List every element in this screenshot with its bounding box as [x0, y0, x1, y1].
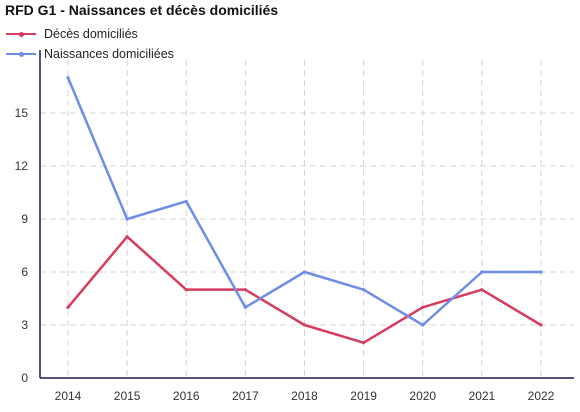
y-tick-label: 12: [15, 159, 29, 173]
legend-swatch-deces: [6, 31, 36, 37]
data-point-1: [243, 305, 247, 309]
data-point-1: [539, 270, 543, 274]
legend-label-naissances: Naissances domiciliées: [44, 47, 174, 61]
y-tick-label: 6: [21, 265, 28, 279]
y-tick-label: 9: [21, 212, 28, 226]
legend-label-deces: Décès domiciliés: [44, 27, 138, 41]
data-point-1: [66, 76, 70, 80]
x-tick-label: 2016: [173, 389, 200, 403]
data-point-0: [480, 288, 484, 292]
data-point-1: [302, 270, 307, 274]
data-point-1: [125, 217, 129, 221]
data-point-1: [362, 288, 366, 292]
x-tick-label: 2017: [232, 389, 259, 403]
legend: Décès domiciliés Naissances domiciliées: [6, 24, 174, 64]
chart-title: RFD G1 - Naissances et décès domiciliés: [5, 2, 279, 18]
data-point-1: [184, 199, 188, 203]
data-point-1: [421, 323, 425, 327]
x-tick-label: 2018: [291, 389, 318, 403]
data-point-0: [184, 288, 188, 292]
data-point-0: [302, 323, 307, 327]
legend-swatch-naissances: [6, 51, 36, 57]
x-tick-label: 2014: [55, 389, 82, 403]
data-point-0: [539, 323, 543, 327]
data-point-1: [480, 270, 484, 274]
y-tick-label: 15: [15, 106, 29, 120]
data-point-0: [421, 305, 425, 309]
x-tick-label: 2021: [469, 389, 496, 403]
data-point-0: [243, 288, 247, 292]
x-tick-label: 2015: [114, 389, 141, 403]
data-point-0: [125, 235, 129, 239]
y-tick-label: 3: [21, 318, 28, 332]
x-tick-label: 2022: [528, 389, 555, 403]
y-tick-label: 0: [21, 371, 28, 385]
x-tick-label: 2020: [409, 389, 436, 403]
x-tick-label: 2019: [350, 389, 377, 403]
data-point-0: [66, 305, 70, 309]
legend-item-naissances[interactable]: Naissances domiciliées: [6, 44, 174, 64]
legend-item-deces[interactable]: Décès domiciliés: [6, 24, 174, 44]
data-point-0: [362, 341, 366, 345]
